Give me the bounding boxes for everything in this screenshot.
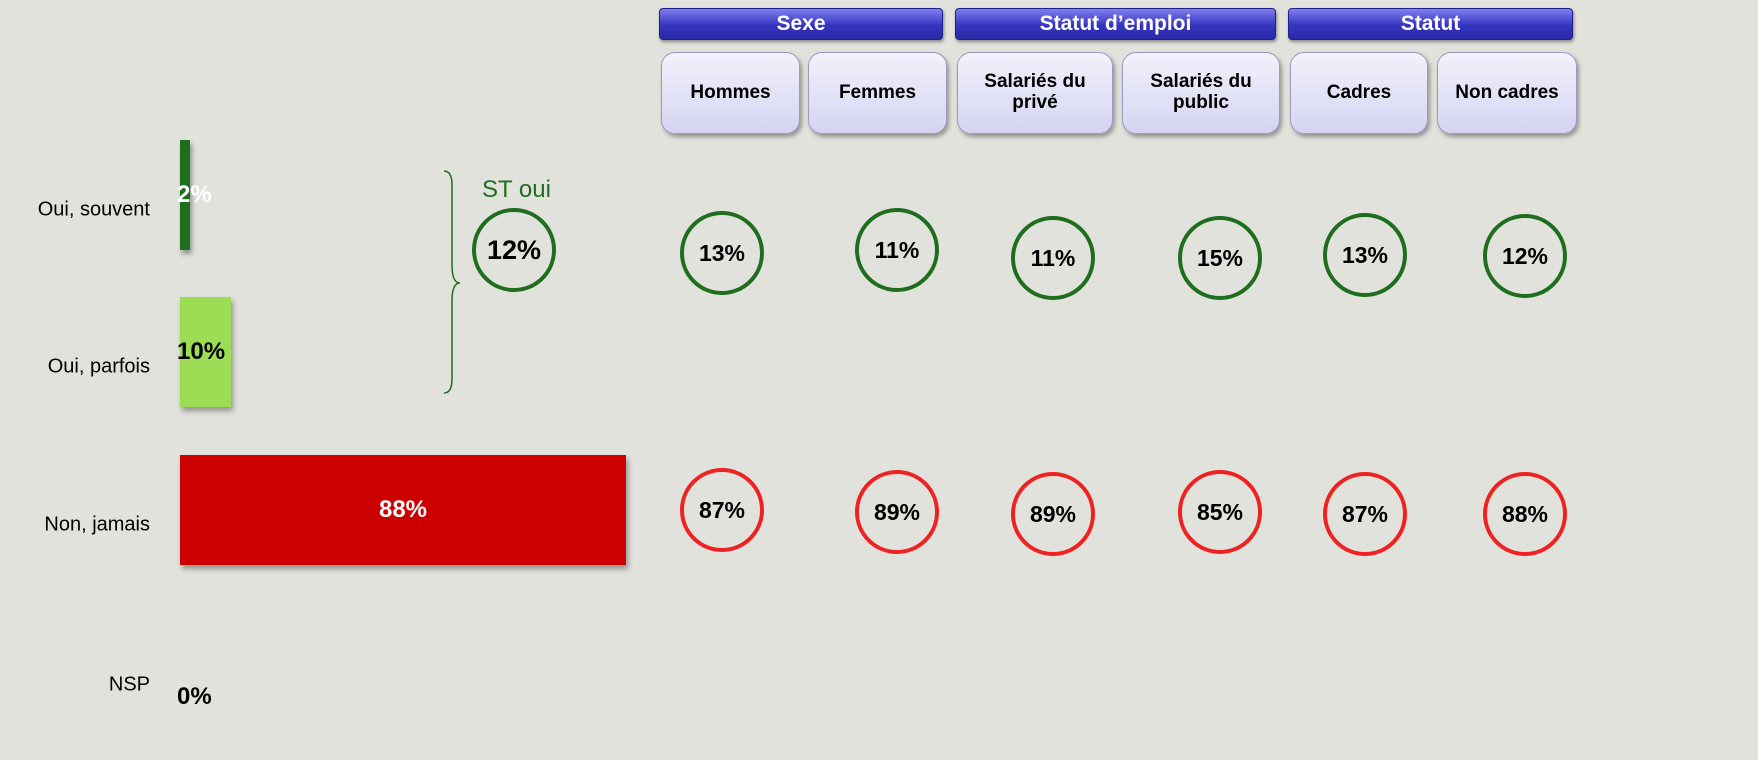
value-circle: 11% — [1011, 216, 1095, 300]
data-label: 0% — [177, 683, 212, 710]
category-label: Oui, souvent — [37, 198, 150, 221]
value-circle: 15% — [1178, 216, 1262, 300]
bracket — [443, 170, 460, 394]
group-header: Statut d’emploi — [955, 8, 1276, 40]
value-circle: 87% — [1323, 472, 1407, 556]
value-circle: 89% — [1011, 472, 1095, 556]
value-circle: 13% — [1323, 213, 1407, 297]
annotation-circle: 12% — [472, 208, 556, 292]
bar — [180, 297, 231, 407]
data-label: 10% — [177, 338, 226, 365]
value-circle: 12% — [1483, 214, 1567, 298]
data-label: 2% — [177, 181, 212, 208]
bar — [180, 140, 191, 250]
category-label: Oui, parfois — [47, 355, 150, 378]
column-header: Salariés du public — [1122, 52, 1280, 134]
group-header: Statut — [1288, 8, 1573, 40]
data-label: 88% — [378, 496, 428, 523]
bar — [180, 455, 626, 565]
column-header: Non cadres — [1437, 52, 1577, 134]
value-circle: 11% — [855, 208, 939, 292]
column-header: Salariés du privé — [957, 52, 1113, 134]
column-header: Hommes — [661, 52, 800, 134]
value-circle: 88% — [1483, 472, 1567, 556]
group-header: Sexe — [659, 8, 943, 40]
value-circle: 89% — [855, 470, 939, 554]
value-circle: 13% — [680, 211, 764, 295]
value-circle: 87% — [680, 468, 764, 552]
annotation-label: ST oui — [482, 176, 551, 203]
value-circle: 85% — [1178, 470, 1262, 554]
column-header: Femmes — [808, 52, 947, 134]
column-header: Cadres — [1290, 52, 1428, 134]
category-label: Non, jamais — [44, 513, 150, 536]
category-label: NSP — [108, 673, 150, 696]
